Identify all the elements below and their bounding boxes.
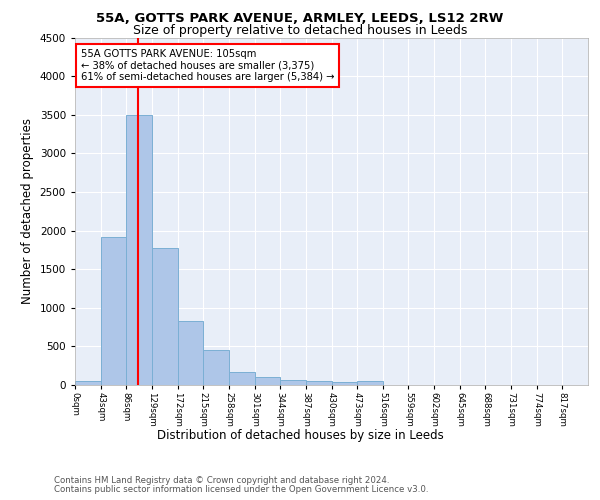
Bar	[101, 236, 127, 385]
Text: Contains public sector information licensed under the Open Government Licence v3: Contains public sector information licen…	[54, 484, 428, 494]
Text: Size of property relative to detached houses in Leeds: Size of property relative to detached ho…	[133, 24, 467, 37]
Text: 55A GOTTS PARK AVENUE: 105sqm
← 38% of detached houses are smaller (3,375)
61% o: 55A GOTTS PARK AVENUE: 105sqm ← 38% of d…	[81, 49, 334, 82]
Bar	[331, 382, 357, 385]
Bar	[152, 248, 178, 385]
Bar	[254, 378, 280, 385]
Bar	[203, 350, 229, 385]
Bar	[280, 380, 306, 385]
Bar	[229, 372, 254, 385]
Bar	[178, 321, 203, 385]
Bar	[127, 114, 152, 385]
Bar	[306, 381, 331, 385]
Text: Contains HM Land Registry data © Crown copyright and database right 2024.: Contains HM Land Registry data © Crown c…	[54, 476, 389, 485]
Text: 55A, GOTTS PARK AVENUE, ARMLEY, LEEDS, LS12 2RW: 55A, GOTTS PARK AVENUE, ARMLEY, LEEDS, L…	[97, 12, 503, 26]
Text: Distribution of detached houses by size in Leeds: Distribution of detached houses by size …	[157, 430, 443, 442]
Bar	[75, 381, 101, 385]
Y-axis label: Number of detached properties: Number of detached properties	[21, 118, 34, 304]
Bar	[357, 381, 383, 385]
